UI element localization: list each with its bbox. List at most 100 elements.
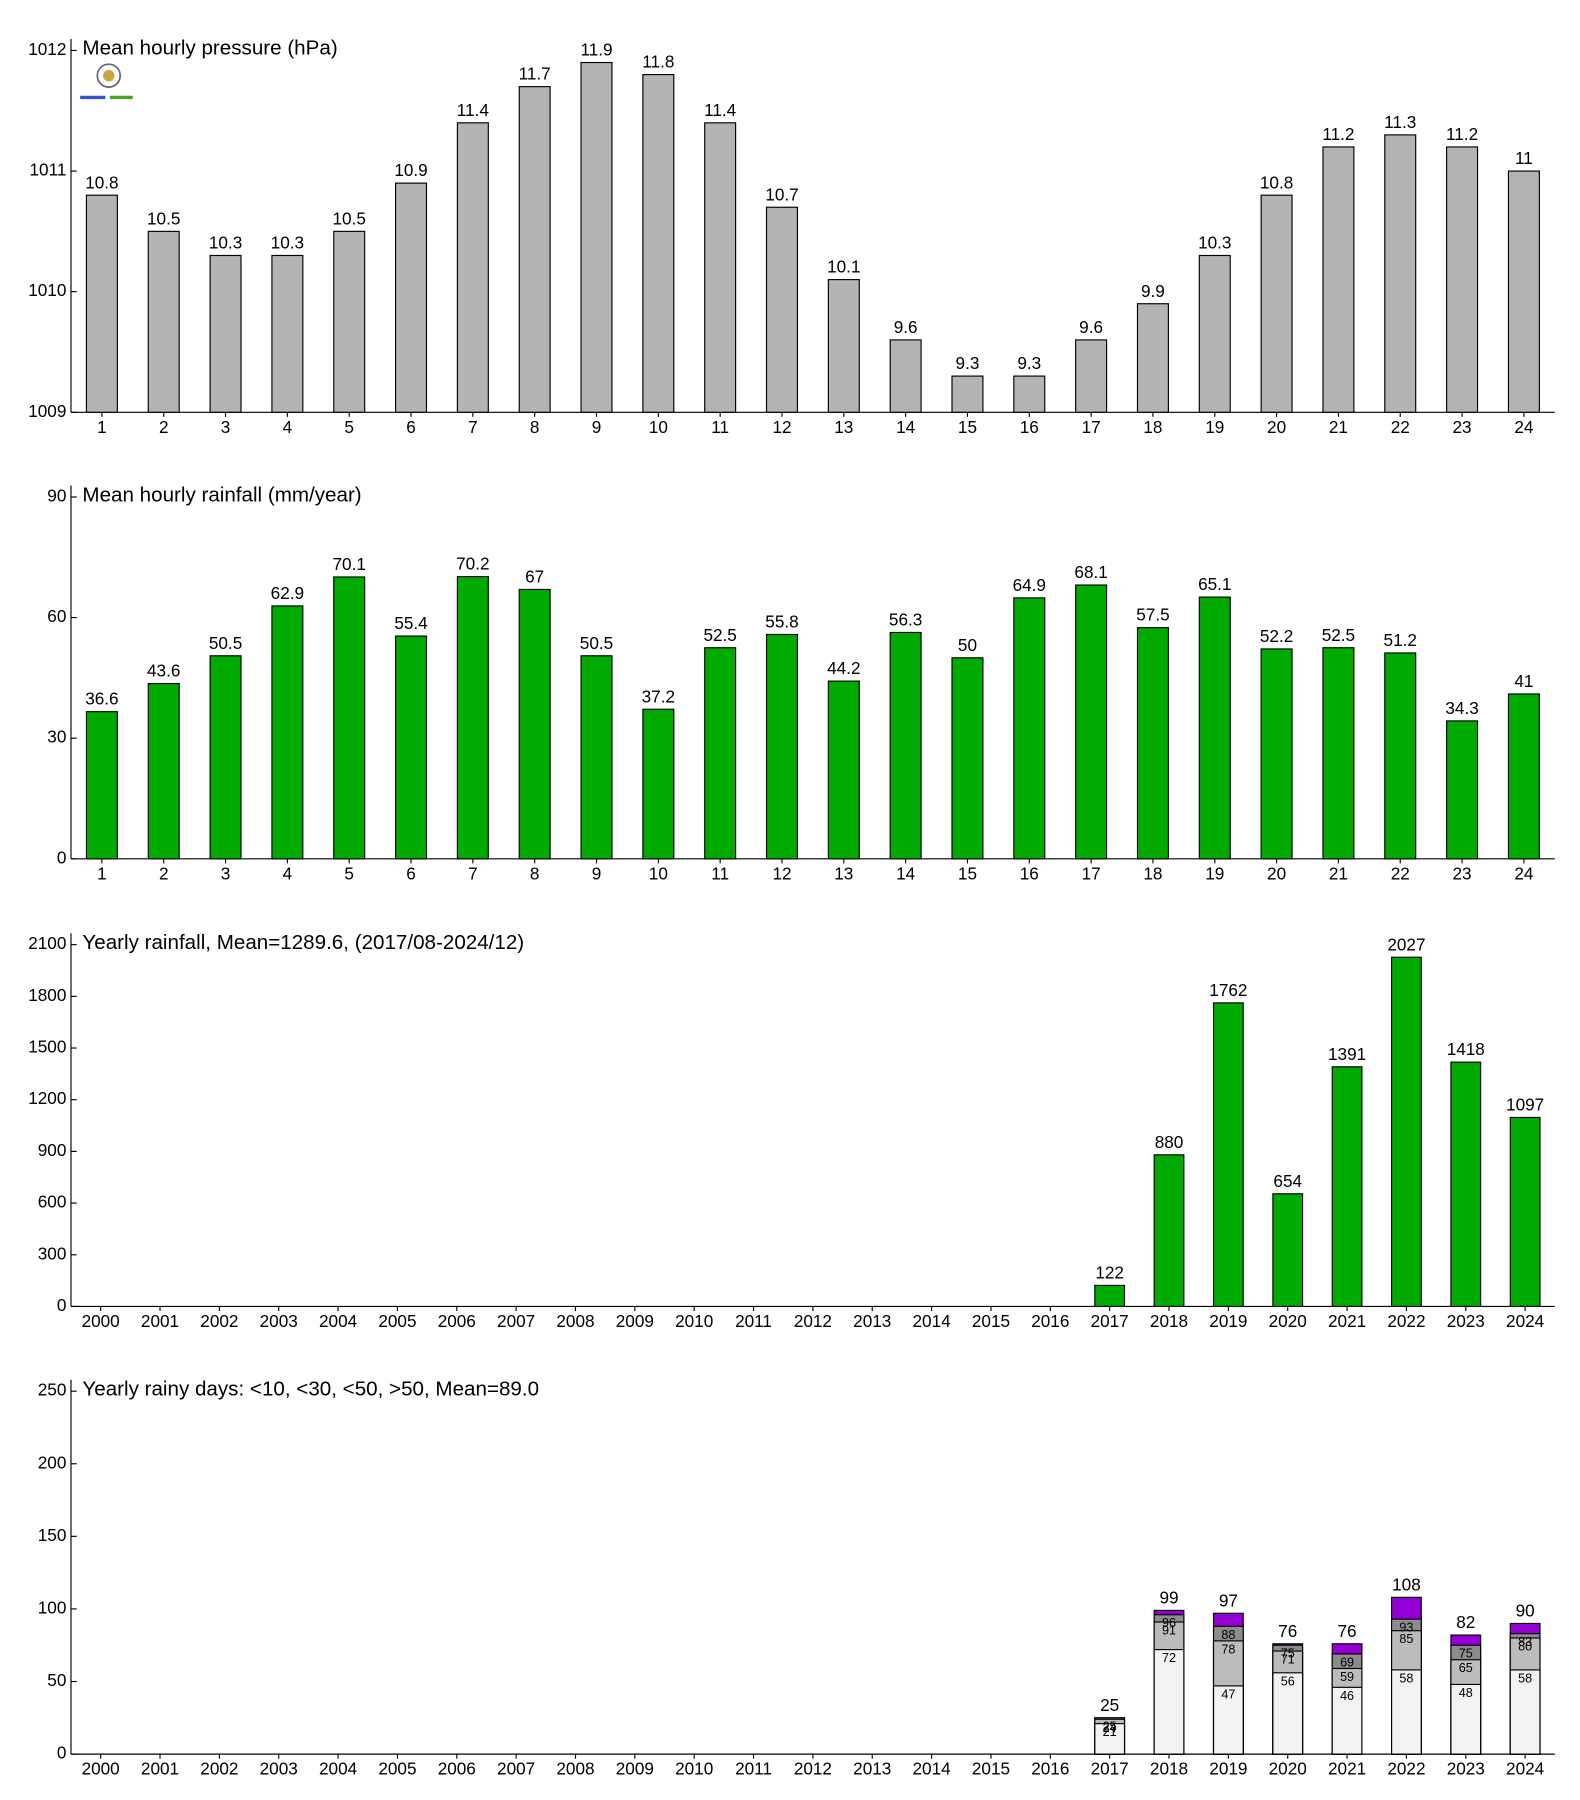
bar (1450, 1683, 1482, 1755)
bar (1272, 1672, 1304, 1755)
x-tick-label: 23 (1453, 863, 1472, 883)
x-tick-label: 21 (1329, 417, 1348, 437)
data-label: 9.6 (894, 317, 918, 337)
data-label: 56 (1281, 1674, 1295, 1688)
bar (704, 647, 737, 860)
x-tick-label: 2001 (141, 1759, 179, 1779)
x-tick-label: 7 (468, 417, 478, 437)
x-tick-label: 2010 (675, 1759, 713, 1779)
y-tick-label: 300 (38, 1243, 67, 1263)
chart-title: Yearly rainy days: <10, <30, <50, >50, M… (82, 1377, 539, 1400)
data-label: 58 (1518, 1671, 1532, 1685)
x-tick-label: 2014 (913, 1311, 952, 1331)
data-label: 50.5 (209, 633, 242, 653)
bar (271, 254, 304, 413)
x-tick-label: 3 (221, 417, 231, 437)
data-label: 10.8 (1260, 172, 1293, 192)
x-tick-label: 2002 (200, 1311, 238, 1331)
data-label: 10.3 (271, 233, 304, 253)
bar (395, 635, 428, 860)
data-label: 99 (1159, 1587, 1178, 1607)
bar (1260, 194, 1293, 413)
x-tick-label: 8 (530, 863, 540, 883)
x-tick-label: 3 (221, 863, 231, 883)
data-label: 59 (1340, 1670, 1354, 1684)
bar (456, 122, 489, 413)
x-tick-label: 2006 (438, 1759, 476, 1779)
x-tick-label: 11 (711, 863, 729, 883)
bar (147, 230, 180, 413)
bar (1153, 1649, 1185, 1755)
x-tick-label: 16 (1020, 417, 1039, 437)
bar (333, 230, 366, 413)
bar (704, 122, 737, 413)
data-label: 11.3 (1384, 112, 1416, 132)
x-tick-label: 2 (159, 417, 169, 437)
bar (518, 588, 551, 860)
data-label: 78 (1221, 1642, 1235, 1656)
bar (1212, 1002, 1244, 1308)
x-tick-label: 15 (958, 417, 977, 437)
x-tick-label: 4 (283, 863, 293, 883)
x-tick-label: 2016 (1031, 1311, 1069, 1331)
chart-title: Mean hourly pressure (hPa) (82, 37, 337, 60)
data-label: 9.6 (1079, 317, 1103, 337)
bar (1212, 1685, 1244, 1755)
x-tick-label: 2013 (853, 1759, 891, 1779)
data-label: 75 (1281, 1647, 1295, 1661)
bar (580, 655, 613, 860)
x-tick-label: 2020 (1269, 1759, 1307, 1779)
x-tick-label: 10 (649, 863, 668, 883)
data-label: 93 (1399, 1621, 1413, 1635)
y-tick-label: 1012 (28, 39, 66, 59)
y-tick-label: 50 (47, 1670, 66, 1690)
x-tick-label: 2000 (82, 1311, 120, 1331)
data-label: 72 (1162, 1651, 1176, 1665)
bar (1509, 1669, 1541, 1755)
data-label: 10.3 (209, 233, 242, 253)
x-tick-label: 2004 (319, 1311, 358, 1331)
x-tick-label: 2015 (972, 1311, 1010, 1331)
x-tick-label: 6 (406, 863, 416, 883)
data-label: 654 (1273, 1171, 1302, 1191)
x-tick-label: 9 (592, 417, 602, 437)
bar (85, 711, 118, 860)
data-label: 10.5 (332, 208, 365, 228)
bar (1198, 254, 1231, 413)
bar (1136, 627, 1169, 860)
data-label: 85 (1399, 1632, 1413, 1646)
data-label: 67 (525, 567, 544, 587)
x-tick-label: 2018 (1150, 1759, 1188, 1779)
y-tick-label: 100 (38, 1597, 67, 1617)
bar (1322, 647, 1355, 860)
x-tick-label: 1 (97, 863, 107, 883)
x-tick-label: 2002 (200, 1759, 238, 1779)
y-tick-label: 2100 (28, 933, 66, 953)
data-label: 10.7 (765, 184, 798, 204)
data-label: 75 (1459, 1647, 1473, 1661)
data-label: 50 (958, 635, 977, 655)
x-tick-label: 19 (1205, 417, 1224, 437)
bar (1094, 1284, 1126, 1308)
x-tick-label: 2013 (853, 1311, 891, 1331)
y-tick-label: 0 (57, 847, 67, 867)
x-tick-label: 22 (1391, 417, 1410, 437)
x-tick-label: 11 (711, 417, 729, 437)
data-label: 11.4 (457, 100, 490, 120)
x-tick-label: 2007 (497, 1759, 535, 1779)
data-label: 71 (1281, 1653, 1295, 1667)
data-label: 25 (1100, 1695, 1119, 1715)
data-label: 10.9 (394, 160, 427, 180)
data-label: 80 (1518, 1639, 1532, 1653)
bar (1391, 1669, 1422, 1755)
y-tick-label: 250 (38, 1380, 67, 1400)
x-tick-label: 2021 (1328, 1311, 1366, 1331)
bar (580, 61, 613, 413)
x-tick-label: 21 (1329, 863, 1348, 883)
data-label: 24 (1103, 1721, 1117, 1735)
x-tick-label: 2017 (1091, 1759, 1129, 1779)
data-label: 10.1 (827, 257, 860, 277)
data-label: 65.1 (1198, 574, 1231, 594)
bar (1075, 584, 1108, 860)
bar (827, 680, 860, 860)
